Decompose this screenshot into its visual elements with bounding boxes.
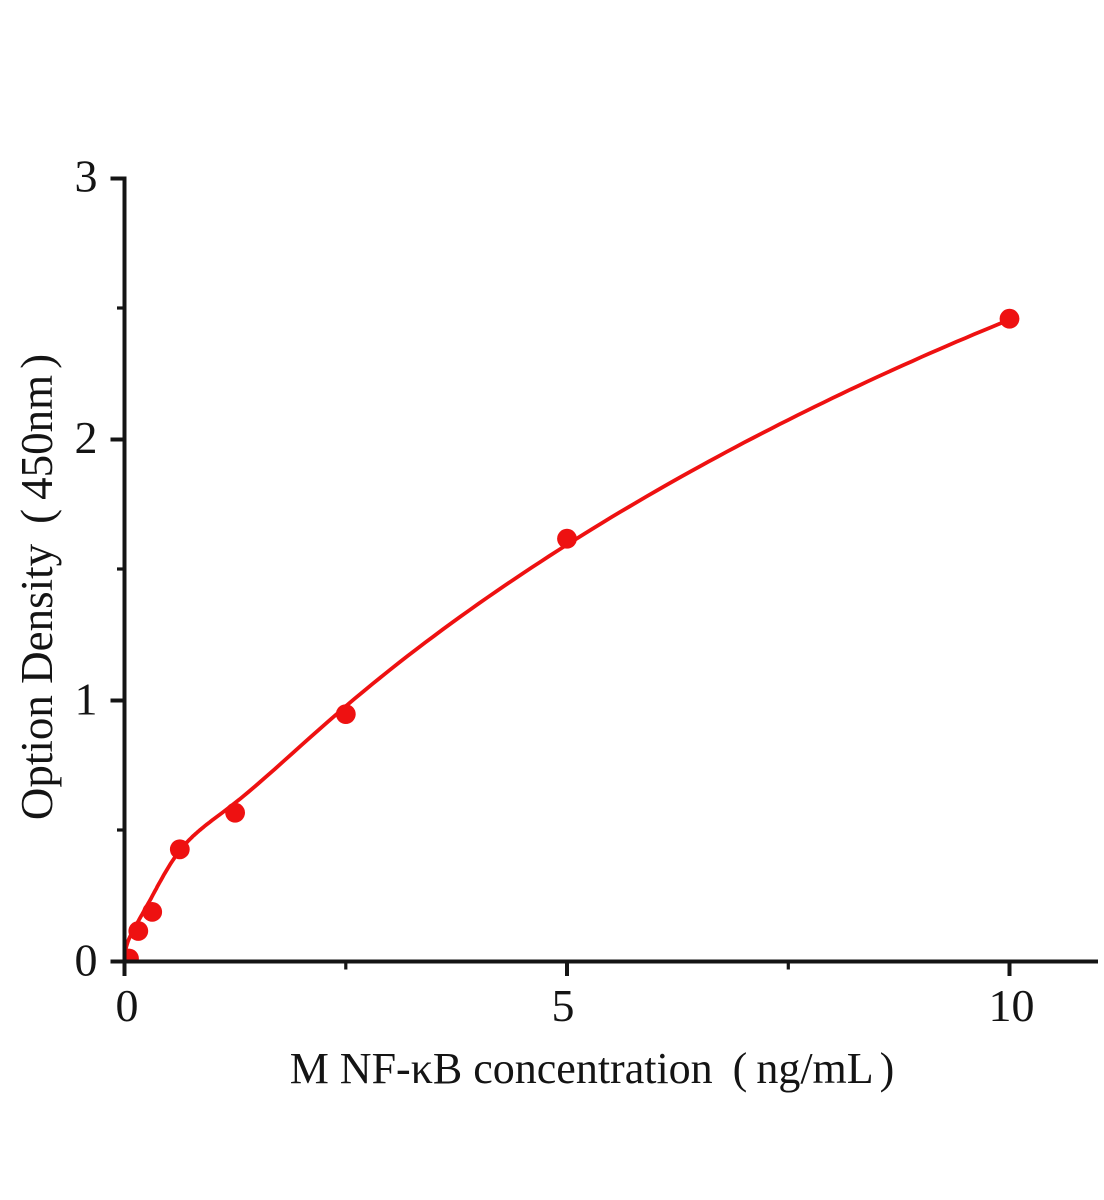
svg-text:0: 0: [75, 935, 98, 986]
svg-text:0: 0: [116, 980, 139, 1031]
svg-text:3: 3: [75, 151, 98, 202]
svg-text:Option Density(450nm): Option Density(450nm): [12, 354, 62, 820]
svg-text:2: 2: [75, 412, 98, 463]
svg-text:1: 1: [75, 674, 98, 725]
svg-text:5: 5: [552, 980, 575, 1031]
svg-text:10: 10: [989, 980, 1035, 1031]
svg-text:M NF-κB concentration(ng/mL): M NF-κB concentration(ng/mL): [290, 1044, 895, 1093]
